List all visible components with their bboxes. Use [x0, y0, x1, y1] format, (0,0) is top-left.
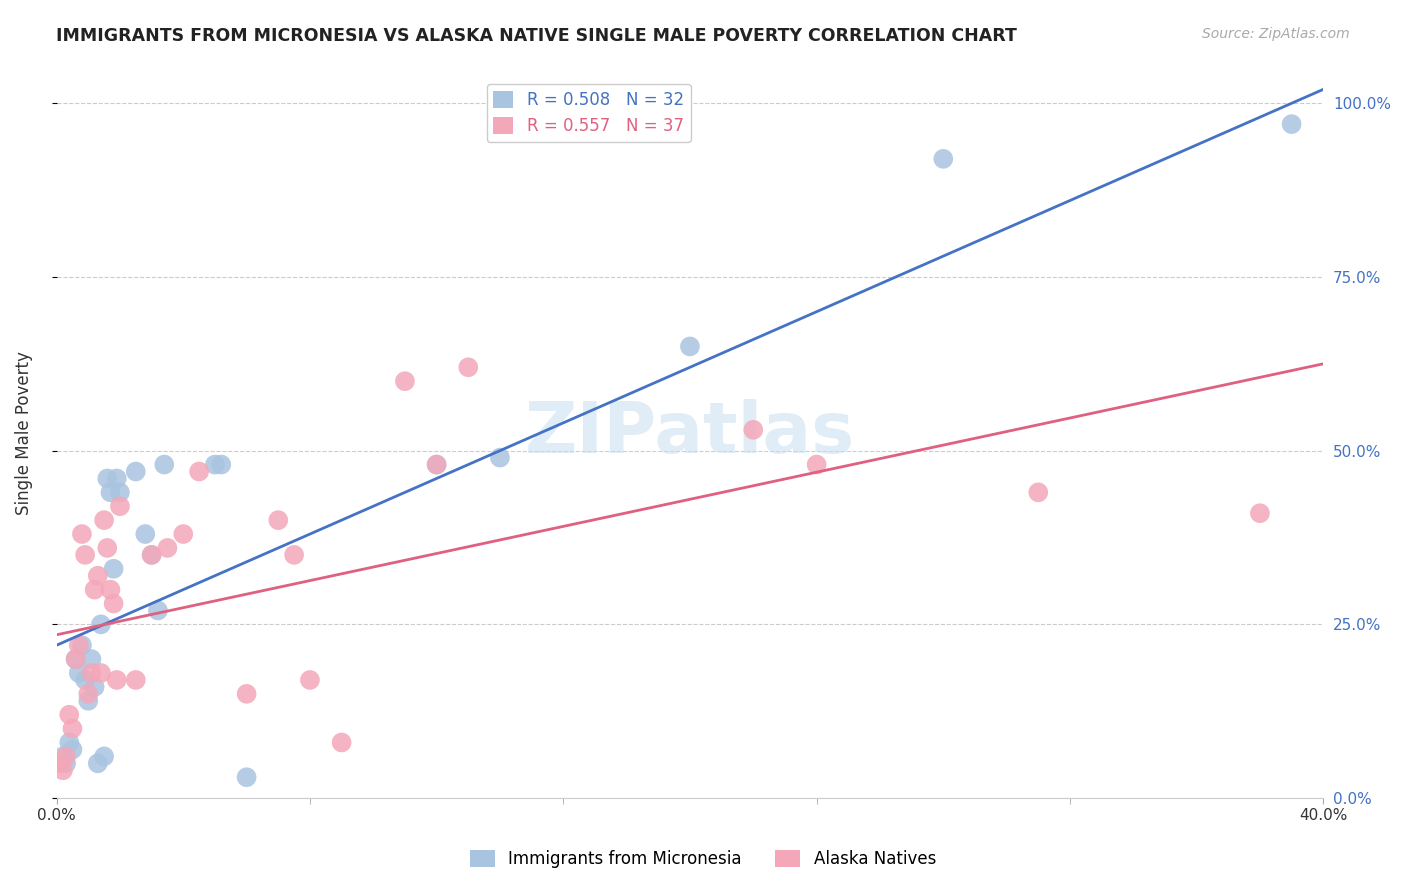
Point	[156, 541, 179, 555]
Point	[1281, 117, 1303, 131]
Point	[204, 458, 226, 472]
Point	[1249, 506, 1271, 520]
Point	[125, 673, 148, 687]
Point	[103, 597, 125, 611]
Point	[65, 652, 87, 666]
Point	[103, 562, 125, 576]
Point	[188, 465, 211, 479]
Point	[90, 617, 112, 632]
Point	[457, 360, 479, 375]
Point	[134, 527, 156, 541]
Point	[105, 673, 128, 687]
Point	[1026, 485, 1049, 500]
Point	[489, 450, 512, 465]
Point	[75, 548, 97, 562]
Point	[49, 756, 72, 771]
Point	[209, 458, 232, 472]
Point	[96, 541, 118, 555]
Point	[235, 770, 257, 784]
Point	[235, 687, 257, 701]
Point	[105, 471, 128, 485]
Point	[62, 742, 84, 756]
Point	[96, 471, 118, 485]
Point	[80, 652, 103, 666]
Point	[77, 687, 100, 701]
Point	[108, 500, 131, 514]
Point	[153, 458, 176, 472]
Point	[426, 458, 449, 472]
Point	[62, 722, 84, 736]
Point	[87, 568, 110, 582]
Point	[70, 527, 93, 541]
Point	[93, 513, 115, 527]
Point	[298, 673, 321, 687]
Point	[172, 527, 194, 541]
Point	[283, 548, 305, 562]
Point	[141, 548, 163, 562]
Point	[67, 665, 90, 680]
Point	[426, 458, 449, 472]
Point	[394, 374, 416, 388]
Point	[108, 485, 131, 500]
Point	[83, 680, 105, 694]
Point	[83, 582, 105, 597]
Point	[141, 548, 163, 562]
Point	[58, 735, 80, 749]
Point	[55, 756, 77, 771]
Point	[67, 638, 90, 652]
Text: Source: ZipAtlas.com: Source: ZipAtlas.com	[1202, 27, 1350, 41]
Point	[70, 638, 93, 652]
Y-axis label: Single Male Poverty: Single Male Poverty	[15, 351, 32, 516]
Point	[330, 735, 353, 749]
Point	[125, 465, 148, 479]
Point	[58, 707, 80, 722]
Point	[100, 582, 122, 597]
Point	[932, 152, 955, 166]
Point	[87, 756, 110, 771]
Point	[267, 513, 290, 527]
Text: IMMIGRANTS FROM MICRONESIA VS ALASKA NATIVE SINGLE MALE POVERTY CORRELATION CHAR: IMMIGRANTS FROM MICRONESIA VS ALASKA NAT…	[56, 27, 1017, 45]
Point	[90, 665, 112, 680]
Point	[77, 694, 100, 708]
Point	[679, 339, 702, 353]
Point	[65, 652, 87, 666]
Text: ZIPatlas: ZIPatlas	[524, 399, 855, 467]
Point	[80, 665, 103, 680]
Point	[100, 485, 122, 500]
Legend: R = 0.508   N = 32, R = 0.557   N = 37: R = 0.508 N = 32, R = 0.557 N = 37	[486, 84, 690, 142]
Point	[52, 764, 75, 778]
Point	[75, 673, 97, 687]
Point	[146, 603, 169, 617]
Point	[742, 423, 765, 437]
Point	[93, 749, 115, 764]
Legend: Immigrants from Micronesia, Alaska Natives: Immigrants from Micronesia, Alaska Nativ…	[464, 843, 942, 875]
Point	[52, 749, 75, 764]
Point	[55, 749, 77, 764]
Point	[806, 458, 828, 472]
